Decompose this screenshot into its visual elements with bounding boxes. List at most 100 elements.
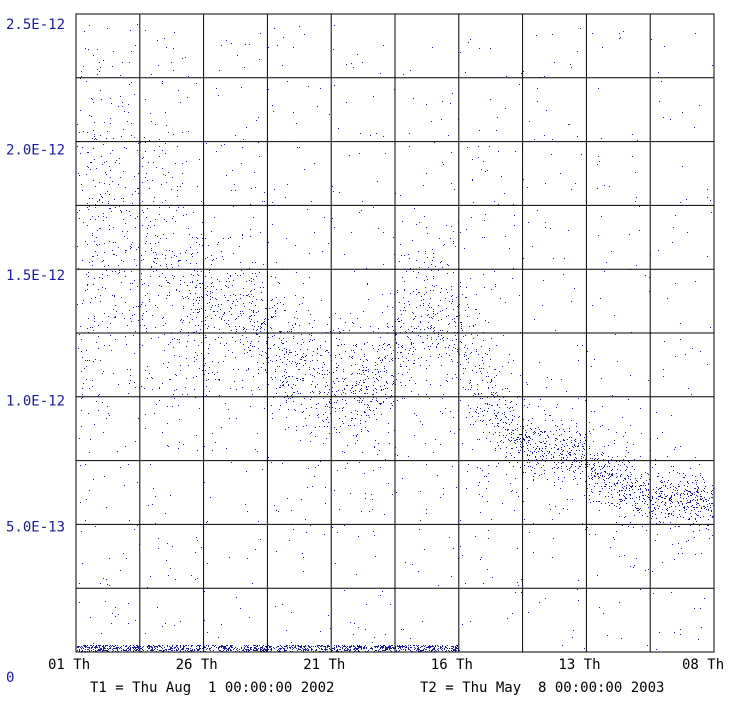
data-point — [303, 426, 304, 427]
data-point — [637, 481, 638, 482]
data-point — [453, 272, 454, 273]
data-point — [423, 303, 424, 304]
data-point — [649, 497, 650, 498]
data-point — [259, 336, 260, 337]
data-point — [187, 341, 188, 342]
data-point — [314, 339, 315, 340]
data-point — [342, 390, 343, 391]
data-point — [130, 215, 131, 216]
data-point — [240, 275, 241, 276]
data-point — [188, 228, 189, 229]
data-point — [177, 186, 178, 187]
data-point — [700, 496, 701, 497]
data-point — [216, 88, 217, 89]
data-point — [671, 466, 672, 467]
data-point — [355, 410, 356, 411]
data-point — [385, 356, 386, 357]
data-point — [529, 455, 530, 456]
data-point — [503, 422, 504, 423]
data-point — [352, 358, 353, 359]
data-point — [146, 331, 147, 332]
data-point — [426, 292, 427, 293]
data-point — [591, 366, 592, 367]
data-point — [242, 234, 243, 235]
data-point — [663, 485, 664, 486]
data-point — [560, 441, 561, 442]
data-point — [99, 277, 100, 278]
data-point — [236, 331, 237, 332]
data-point — [445, 347, 446, 348]
data-point — [400, 244, 401, 245]
data-point — [505, 302, 506, 303]
data-point — [411, 377, 412, 378]
data-point — [360, 380, 361, 381]
data-point — [420, 421, 421, 422]
data-point — [112, 250, 113, 251]
data-point — [659, 506, 660, 507]
data-point — [534, 473, 535, 474]
data-point — [504, 414, 505, 415]
data-point — [443, 337, 444, 338]
data-point — [135, 331, 136, 332]
data-point — [116, 160, 117, 161]
data-point — [190, 263, 191, 264]
data-point — [197, 309, 198, 310]
data-point — [95, 251, 96, 252]
data-point — [310, 525, 311, 526]
data-point — [495, 450, 496, 451]
data-point — [243, 329, 244, 330]
data-point — [256, 312, 257, 313]
data-point — [100, 90, 101, 91]
data-point — [260, 232, 261, 233]
data-point — [573, 447, 574, 448]
data-point — [442, 101, 443, 102]
data-point — [712, 503, 713, 504]
data-point — [440, 385, 441, 386]
data-point — [160, 238, 161, 239]
data-point — [680, 629, 681, 630]
data-point — [114, 199, 115, 200]
data-point — [614, 440, 615, 441]
data-point — [593, 441, 594, 442]
data-point — [670, 487, 671, 488]
data-point — [380, 386, 381, 387]
data-point — [563, 450, 564, 451]
data-point — [648, 489, 649, 490]
data-point — [435, 314, 436, 315]
data-point — [119, 270, 120, 271]
data-point — [109, 558, 110, 559]
data-point — [249, 44, 250, 45]
data-point — [538, 427, 539, 428]
data-point — [291, 363, 292, 364]
data-point — [388, 432, 389, 433]
data-point — [366, 604, 367, 605]
data-point — [478, 416, 479, 417]
data-point — [642, 492, 643, 493]
data-point — [673, 470, 674, 471]
data-point — [232, 303, 233, 304]
data-point — [626, 447, 627, 448]
data-point — [535, 457, 536, 458]
data-point — [344, 254, 345, 255]
data-point — [198, 325, 199, 326]
data-point — [163, 234, 164, 235]
data-point — [194, 357, 195, 358]
data-point — [343, 407, 344, 408]
data-point — [648, 380, 649, 381]
data-point — [700, 608, 701, 609]
data-point — [212, 433, 213, 434]
data-point — [240, 339, 241, 340]
data-point — [93, 130, 94, 131]
data-point — [84, 368, 85, 369]
data-point — [272, 336, 273, 337]
data-point — [240, 294, 241, 295]
data-point — [366, 370, 367, 371]
data-point — [219, 281, 220, 282]
data-point — [351, 350, 352, 351]
data-point — [659, 101, 660, 102]
data-point — [288, 384, 289, 385]
data-point — [353, 345, 354, 346]
data-point — [335, 355, 336, 356]
data-point — [549, 451, 550, 452]
data-point — [635, 172, 636, 173]
